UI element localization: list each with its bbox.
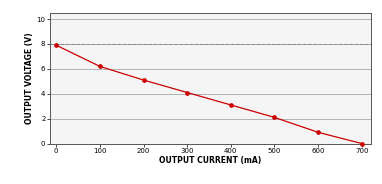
X-axis label: OUTPUT CURRENT (mA): OUTPUT CURRENT (mA) bbox=[159, 156, 261, 165]
Y-axis label: OUTPUT VOLTAGE (V): OUTPUT VOLTAGE (V) bbox=[25, 32, 34, 124]
